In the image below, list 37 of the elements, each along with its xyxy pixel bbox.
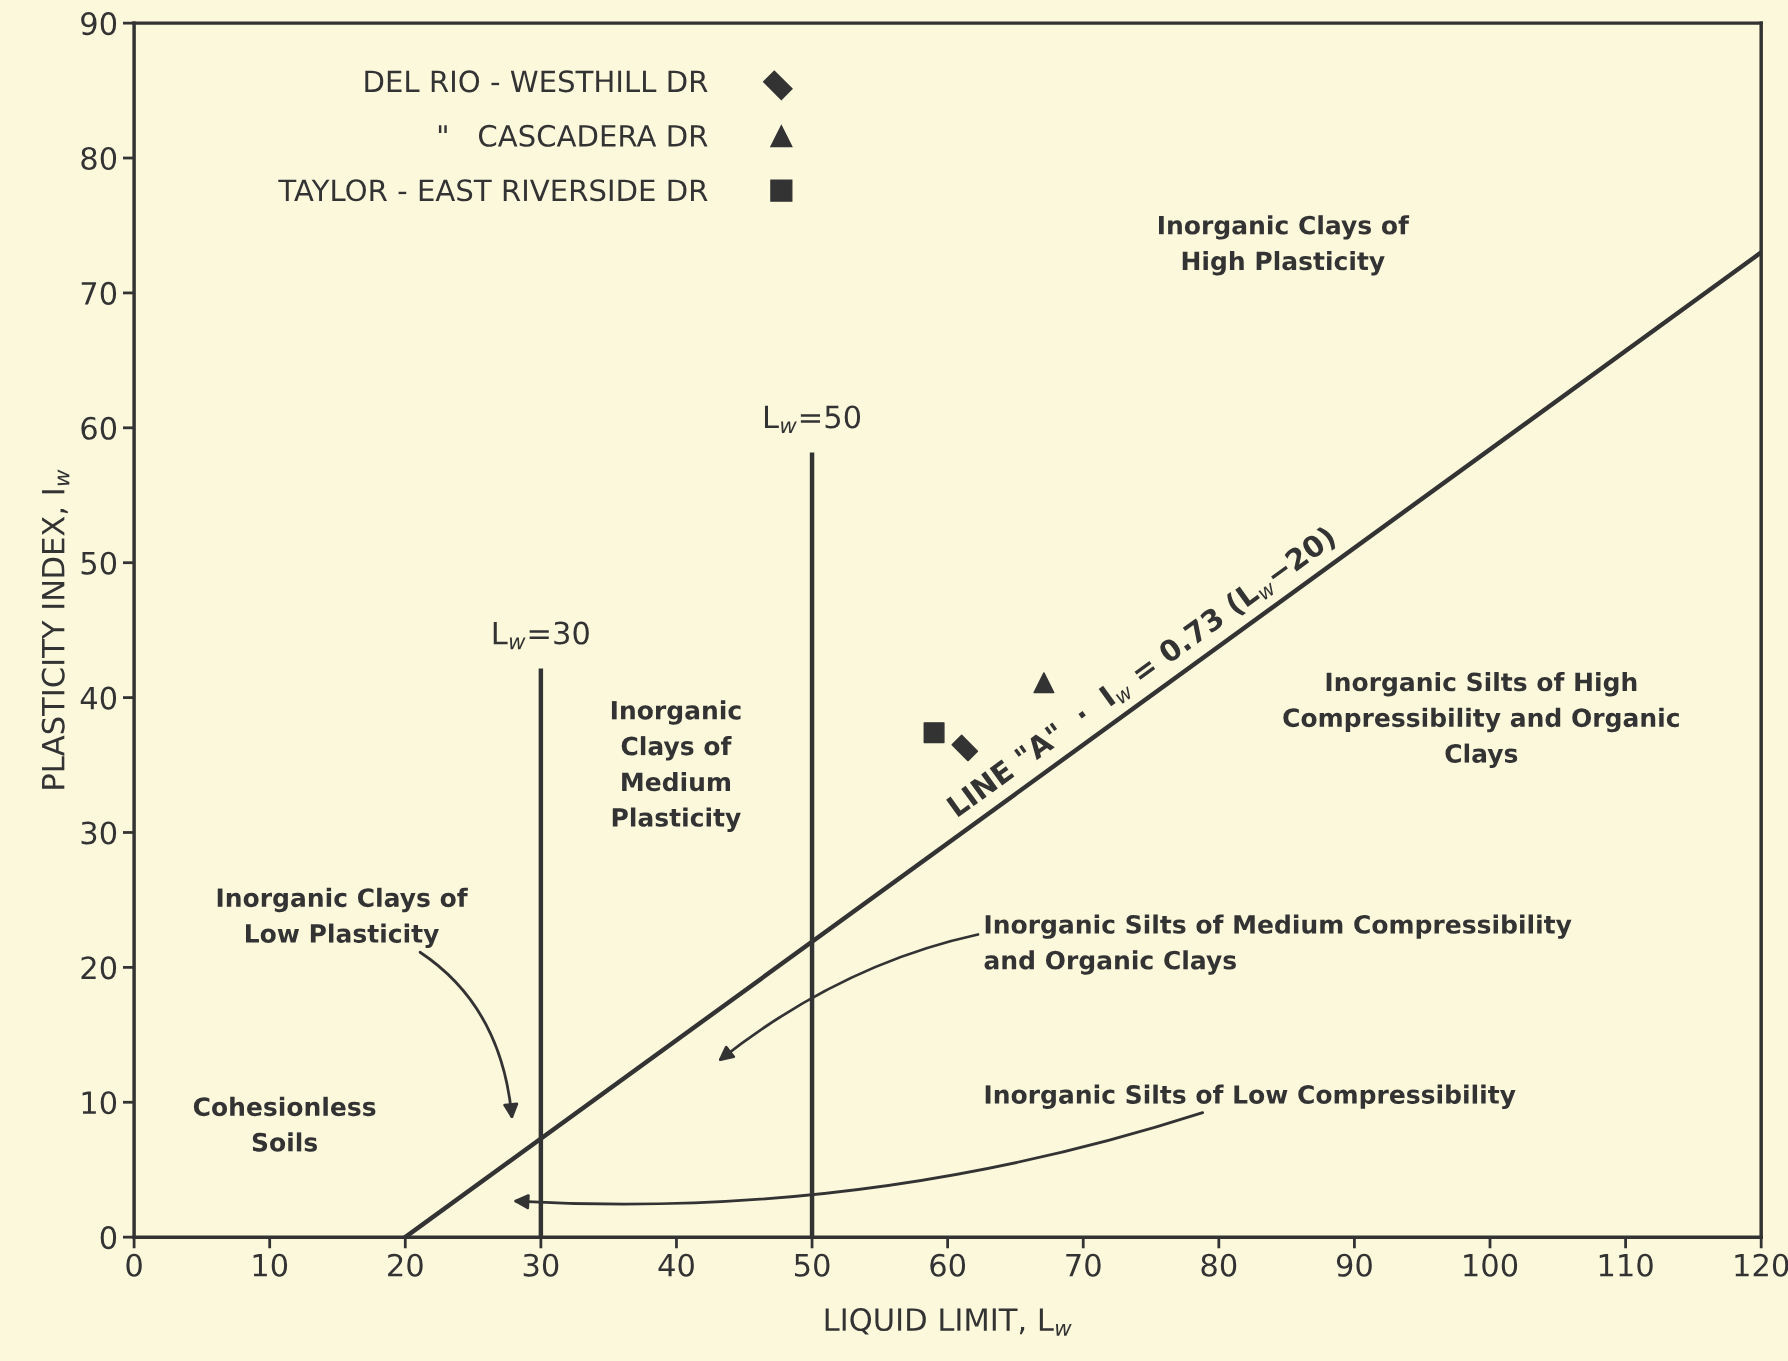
- annotation: Inorganic Clays of Low Plasticity: [217, 887, 468, 948]
- y-tick-label: 30: [81, 821, 117, 845]
- x-tick-label: 120: [1735, 1253, 1788, 1277]
- y-tick-label: 80: [81, 146, 117, 171]
- legend-label: TAYLOR - EAST RIVERSIDE DR: [278, 179, 708, 202]
- annotation: Inorganic Silts of Medium Compressibility and Organic Clays: [984, 914, 1572, 975]
- x-tick-label: 70: [1066, 1253, 1101, 1277]
- legend-label: DEL RIO - WESTHILL DR: [365, 70, 708, 93]
- x-tick-label: 60: [930, 1253, 966, 1277]
- annotation: Inorganic Clays of High Plasticity: [1159, 215, 1410, 276]
- x-tick-label: 90: [1336, 1253, 1372, 1277]
- x-tick-label: 10: [253, 1253, 288, 1277]
- annotation: Inorganic Silts of High Compressibility and Organic Clays: [1283, 672, 1679, 768]
- y-tick-label: 50: [81, 551, 117, 575]
- x-tick-label: 0: [126, 1253, 142, 1277]
- annotation: Inorganic Clays of Medium Plasticity: [611, 700, 741, 832]
- annotation: L$_{w}$=50: [764, 405, 861, 434]
- annotation: L$_{w}$=30: [493, 621, 589, 650]
- x-axis-title: LIQUID LIMIT, L$_{w}$: [825, 1307, 1072, 1336]
- y-tick-label: 20: [81, 956, 117, 980]
- annotation: Inorganic Silts of Low Compressibility: [985, 1084, 1516, 1109]
- y-tick-label: 10: [82, 1091, 117, 1115]
- x-tick-label: 30: [523, 1253, 559, 1277]
- y-tick-label: 0: [100, 1226, 117, 1250]
- legend-label: " CASCADERA DR: [438, 124, 708, 147]
- x-tick-label: 110: [1599, 1253, 1653, 1277]
- annotation: Cohesionless Soils: [193, 1096, 376, 1152]
- x-tick-label: 80: [1201, 1253, 1237, 1277]
- x-tick-label: 50: [794, 1253, 830, 1277]
- y-tick-label: 90: [81, 12, 117, 36]
- y-tick-label: 70: [81, 281, 117, 305]
- x-tick-label: 20: [388, 1253, 423, 1277]
- y-tick-label: 40: [80, 686, 117, 710]
- y-axis-title: PLASTICITY INDEX, I$_{w}$: [41, 469, 70, 789]
- y-tick-label: 60: [81, 416, 117, 440]
- x-tick-label: 100: [1464, 1253, 1518, 1277]
- x-tick-label: 40: [658, 1253, 694, 1277]
